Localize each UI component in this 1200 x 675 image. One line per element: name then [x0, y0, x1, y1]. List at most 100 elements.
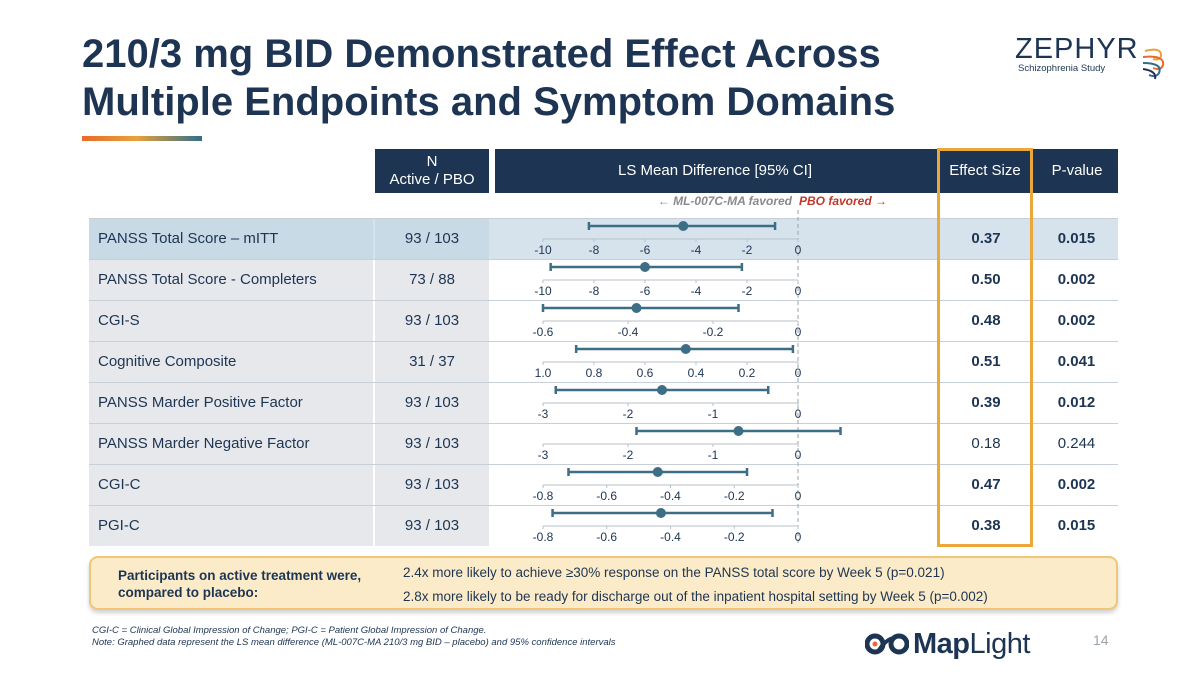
header-n: N Active / PBO	[375, 149, 489, 193]
tick-label: -10	[534, 284, 552, 298]
n-value: 93 / 103	[404, 476, 460, 493]
n-cell	[375, 301, 489, 341]
n-cell	[375, 424, 489, 464]
tick-label: -10	[534, 243, 552, 257]
endpoint-label: PANSS Total Score - Completers	[98, 271, 317, 288]
tick-label: -4	[691, 243, 702, 257]
tick-label: -0.2	[724, 530, 745, 544]
callout-line-1: 2.4x more likely to achieve ≥30% respons…	[403, 565, 945, 580]
p-value: 0.002	[1057, 312, 1096, 329]
tick-label: -0.2	[724, 489, 745, 503]
header-p-value: P-value	[1036, 149, 1118, 193]
label-cell	[89, 342, 373, 382]
tick-label: -0.2	[703, 325, 724, 339]
tick-label: 0	[795, 284, 802, 298]
p-value: 0.002	[1057, 476, 1096, 493]
point-estimate	[678, 221, 689, 231]
label-cell	[89, 506, 373, 546]
p-value: 0.015	[1057, 230, 1096, 247]
label-cell	[89, 219, 373, 259]
point-estimate	[631, 303, 642, 313]
table-row: CGI-S 93 / 103 0.48 0.002	[89, 300, 1118, 341]
label-cell	[89, 424, 373, 464]
point-estimate	[652, 467, 663, 477]
wind-swirl-icon	[1143, 48, 1165, 80]
table-row: PANSS Total Score - Completers 73 / 88 0.5…	[89, 259, 1118, 300]
tick-label: -0.8	[533, 530, 554, 544]
tick-label: 0	[795, 489, 802, 503]
tick-label: -0.6	[596, 530, 617, 544]
label-cell	[89, 301, 373, 341]
point-estimate	[657, 385, 667, 395]
point-estimate	[640, 262, 650, 272]
tick-label: 0	[795, 448, 802, 462]
tick-label: 1.0	[535, 366, 552, 380]
tick-label: -2	[742, 284, 753, 298]
table-row: CGI-C 93 / 103 0.47 0.002	[89, 464, 1118, 505]
forest-plot: -10 -8 -6 -4 -2 0-10 -8 -6 -4 -2 0-0.6 -0.4 -0.2 01.0…	[533, 210, 842, 546]
n-cell	[375, 342, 489, 382]
tick-label: -6	[640, 284, 651, 298]
tick-label: -1	[708, 448, 719, 462]
label-cell	[89, 260, 373, 300]
endpoint-label: PANSS Marder Positive Factor	[98, 394, 303, 411]
effect-size-value: 0.50	[971, 271, 1001, 288]
tick-label: 0	[795, 325, 802, 339]
effect-size-value: 0.39	[971, 394, 1001, 411]
tick-label: 0	[795, 530, 802, 544]
endpoint-label: PANSS Marder Negative Factor	[98, 435, 310, 452]
n-value: 93 / 103	[404, 312, 460, 329]
n-cell	[375, 465, 489, 505]
maplight-logo: MapLight	[865, 627, 1055, 663]
n-value: 93 / 103	[404, 394, 460, 411]
n-value: 93 / 103	[404, 230, 460, 247]
table-row: PANSS Marder Positive Factor 93 / 103 0.39…	[89, 382, 1118, 423]
point-estimate	[733, 426, 744, 436]
title-accent-bar	[82, 136, 202, 141]
effect-size-value: 0.51	[971, 353, 1001, 370]
tick-label: -0.8	[533, 489, 554, 503]
tick-label: -2	[742, 243, 753, 257]
n-cell	[375, 383, 489, 423]
callout-line-2: 2.8x more likely to be ready for dischar…	[403, 589, 988, 604]
page-title: 210/3 mg BID Demonstrated Effect Across …	[82, 32, 896, 124]
footnote-note: Note: Graphed data represent the LS mean…	[92, 637, 616, 648]
table-row: PGI-C 93 / 103 0.38 0.015	[89, 505, 1118, 546]
effect-size-value: 0.37	[971, 230, 1001, 247]
endpoint-label: CGI-C	[98, 476, 141, 493]
table-row: PANSS Marder Negative Factor 93 / 103 0.18…	[89, 423, 1118, 464]
tick-label: 0.2	[739, 366, 756, 380]
tick-label: 0	[795, 407, 802, 421]
label-cell	[89, 465, 373, 505]
tick-label: -0.6	[533, 325, 554, 339]
tick-label: 0	[795, 243, 802, 257]
table-row: Cognitive Composite 31 / 37 0.51 0.041	[89, 341, 1118, 382]
n-value: 93 / 103	[404, 435, 460, 452]
p-value: 0.244	[1057, 435, 1096, 452]
tick-label: -3	[538, 448, 549, 462]
zephyr-logo-word: ZEPHYR	[1015, 33, 1139, 65]
tick-label: 0.6	[637, 366, 654, 380]
effect-size-value: 0.38	[971, 517, 1001, 534]
zephyr-logo: ZEPHYR Schizophrenia Study	[1015, 33, 1175, 83]
endpoint-label: CGI-S	[98, 312, 140, 329]
label-cell	[89, 383, 373, 423]
favored-active-label: ← ML-007C-MA favored	[657, 194, 792, 208]
header-n-sub: Active / PBO	[389, 171, 475, 188]
header-effect-size: Effect Size	[940, 149, 1030, 193]
tick-label: -2	[623, 448, 634, 462]
p-value: 0.002	[1057, 271, 1096, 288]
tick-label: -2	[623, 407, 634, 421]
n-value: 73 / 88	[409, 271, 455, 288]
tick-label: 0	[795, 366, 802, 380]
tick-label: -8	[589, 243, 600, 257]
tick-label: -4	[691, 284, 702, 298]
p-value: 0.041	[1057, 353, 1096, 370]
tick-label: -0.4	[660, 530, 681, 544]
tick-label: -0.4	[660, 489, 681, 503]
header-ls-label: LS Mean Difference [95% CI]	[618, 162, 812, 179]
tick-label: -8	[589, 284, 600, 298]
tick-label: -0.6	[596, 489, 617, 503]
tick-label: 0.4	[688, 366, 705, 380]
tick-label: -0.4	[618, 325, 639, 339]
